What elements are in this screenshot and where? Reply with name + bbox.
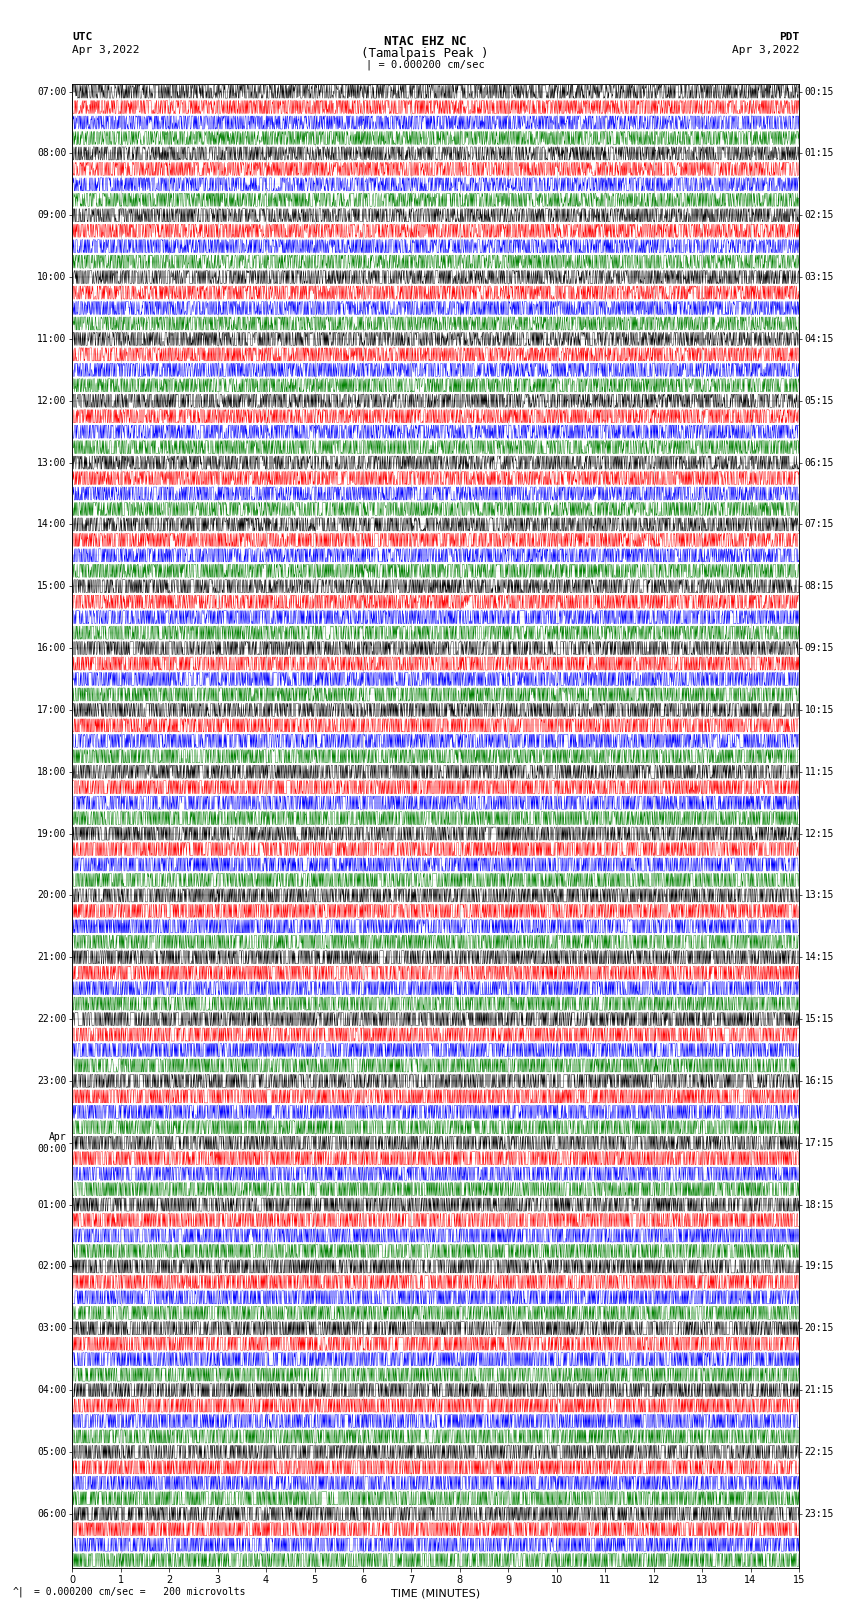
Text: NTAC EHZ NC: NTAC EHZ NC <box>383 35 467 48</box>
X-axis label: TIME (MINUTES): TIME (MINUTES) <box>391 1589 480 1598</box>
Text: ^|: ^| <box>13 1586 25 1597</box>
Text: PDT: PDT <box>779 32 799 42</box>
Text: (Tamalpais Peak ): (Tamalpais Peak ) <box>361 47 489 60</box>
Text: | = 0.000200 cm/sec: | = 0.000200 cm/sec <box>366 60 484 71</box>
Text: Apr 3,2022: Apr 3,2022 <box>732 45 799 55</box>
Text: Apr 3,2022: Apr 3,2022 <box>72 45 139 55</box>
Text: = 0.000200 cm/sec =   200 microvolts: = 0.000200 cm/sec = 200 microvolts <box>34 1587 246 1597</box>
Text: UTC: UTC <box>72 32 93 42</box>
